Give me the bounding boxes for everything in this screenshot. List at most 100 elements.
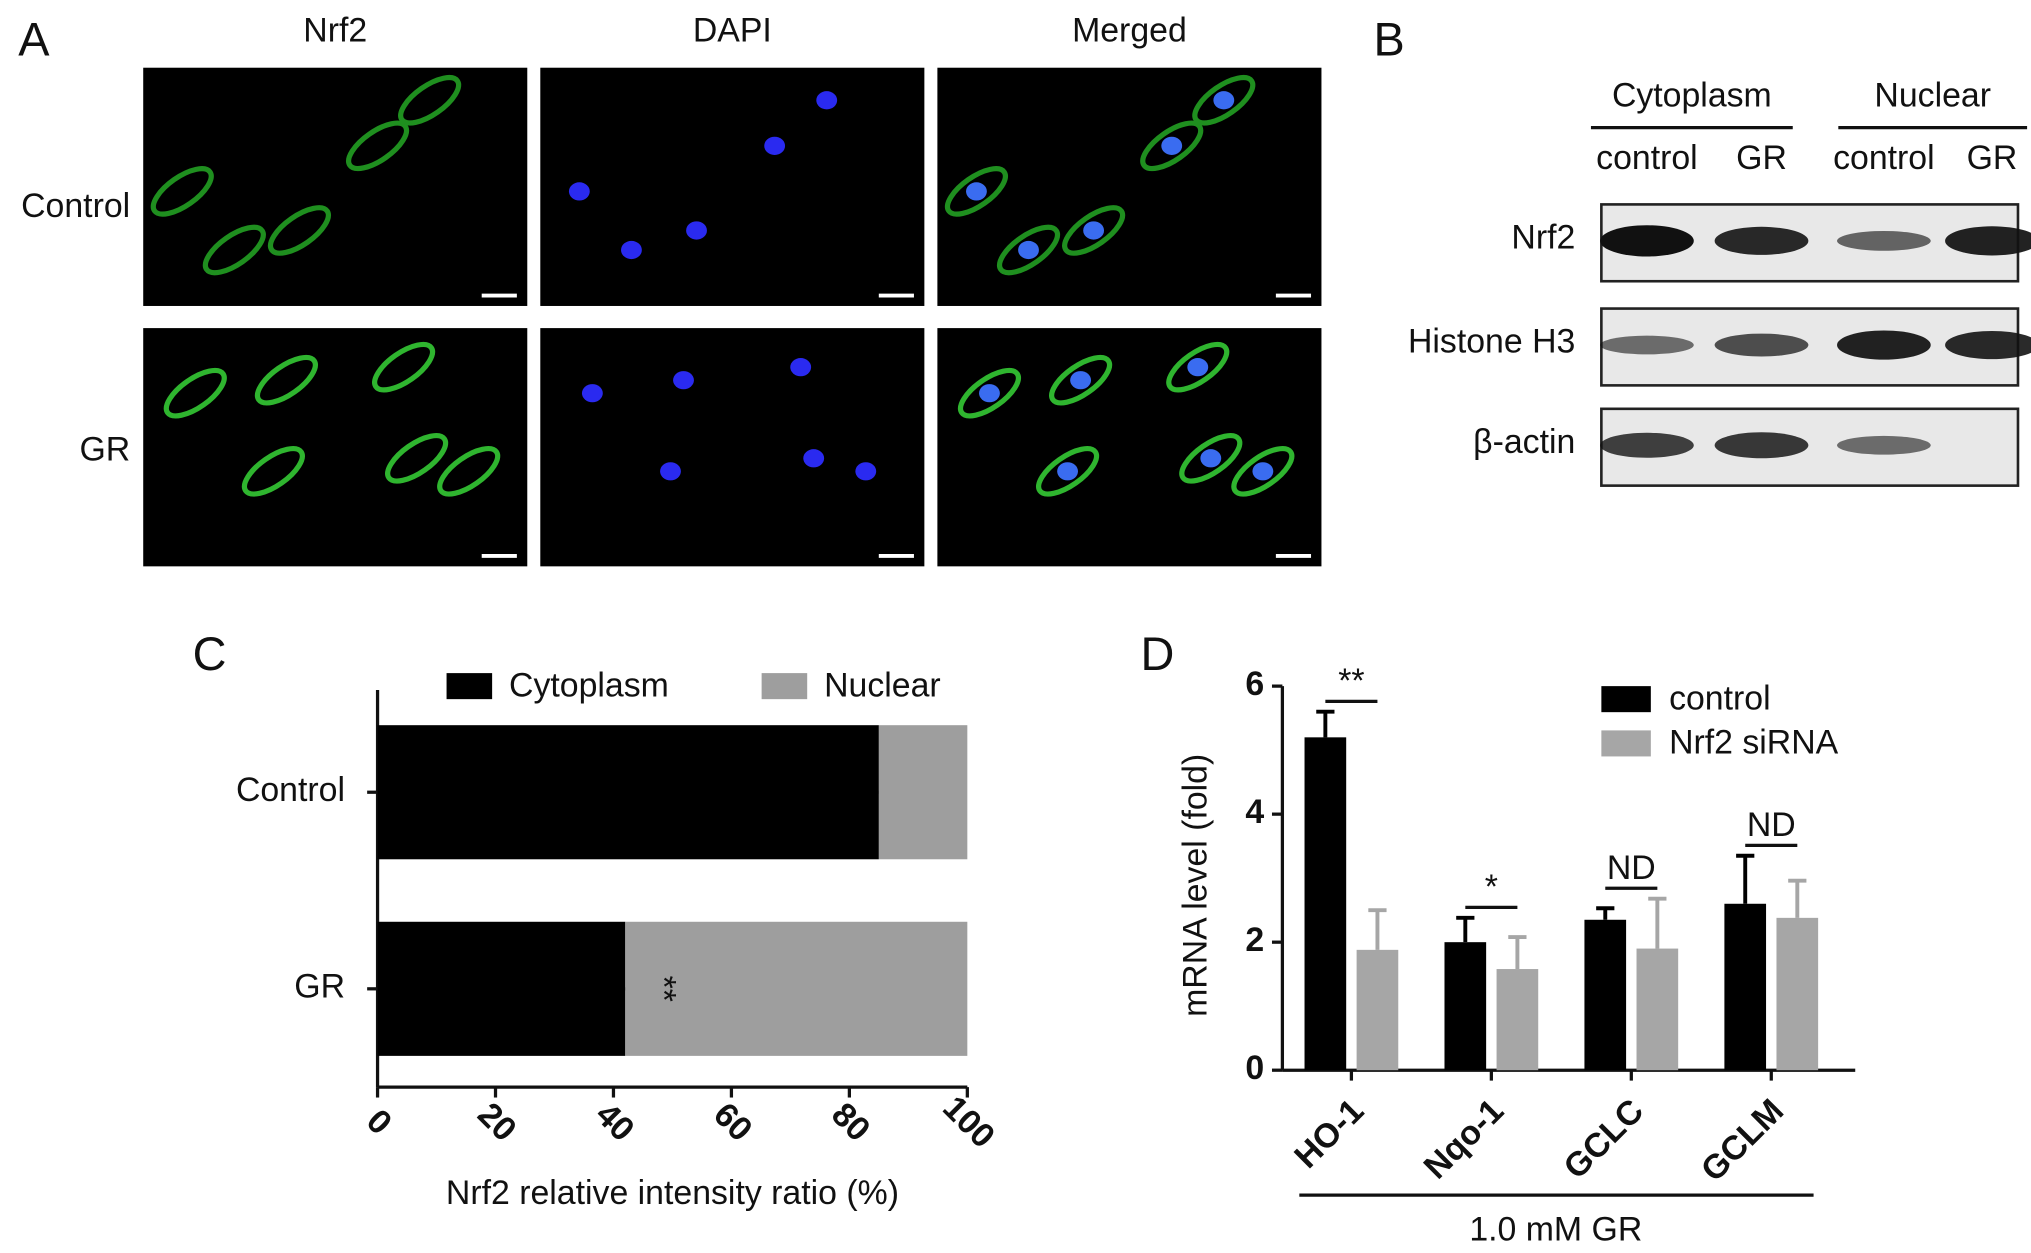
cell xyxy=(254,354,318,406)
error-bar xyxy=(1788,878,1807,918)
legend-swatch xyxy=(1601,686,1651,713)
cell xyxy=(1231,446,1295,497)
nucleus xyxy=(686,221,707,240)
band xyxy=(1600,335,1694,355)
panel-label: D xyxy=(1140,628,1174,680)
cell xyxy=(385,433,449,484)
nucleus xyxy=(803,449,825,468)
legend-swatch xyxy=(446,673,493,700)
group-label: Cytoplasm xyxy=(1612,77,1772,115)
band xyxy=(1837,230,1931,251)
band xyxy=(1600,225,1694,257)
lane-label: control xyxy=(1596,139,1698,177)
nucleus xyxy=(1200,449,1222,468)
error-bar xyxy=(1456,915,1475,943)
nucleus xyxy=(979,384,1000,403)
micrograph xyxy=(143,67,528,306)
x-tick-label: 20 xyxy=(470,1095,523,1148)
legend-swatch xyxy=(761,673,808,700)
nucleus xyxy=(1161,136,1183,155)
cell xyxy=(241,446,305,497)
cell xyxy=(1049,354,1113,406)
legend-label: Nuclear xyxy=(824,666,941,704)
nucleus xyxy=(855,462,877,481)
bar xyxy=(1496,969,1539,1071)
band xyxy=(1945,226,2031,256)
cell xyxy=(163,367,227,419)
bar xyxy=(1356,949,1399,1071)
error-bar xyxy=(1736,853,1755,904)
micrograph xyxy=(143,328,528,567)
panel-label: A xyxy=(18,13,50,65)
x-tick-label: HO-1 xyxy=(1287,1092,1371,1176)
x-tick-label: 100 xyxy=(935,1089,1002,1156)
cell xyxy=(398,74,462,126)
lane-label: GR xyxy=(1736,139,1787,177)
y-tick-label: 2 xyxy=(1245,921,1264,959)
bar xyxy=(1724,903,1767,1071)
cell xyxy=(437,446,501,497)
panel-label: C xyxy=(193,628,227,680)
nucleus xyxy=(660,462,681,481)
band xyxy=(1714,333,1809,357)
cell xyxy=(944,166,1008,217)
y-tick-label: 6 xyxy=(1245,665,1264,703)
y-tick-label: GR xyxy=(294,968,345,1006)
x-tick-label: GCLM xyxy=(1694,1092,1791,1189)
cell xyxy=(1062,205,1126,256)
nucleus xyxy=(790,358,812,377)
band xyxy=(1945,330,2031,360)
nucleus xyxy=(1213,91,1235,110)
bar-segment xyxy=(377,921,626,1056)
micrograph xyxy=(540,328,925,567)
bar-segment xyxy=(878,725,968,860)
significance: ** xyxy=(644,976,682,1002)
x-tick-label: GCLC xyxy=(1556,1092,1651,1187)
cell xyxy=(346,120,410,172)
nucleus xyxy=(816,91,838,110)
band xyxy=(1837,330,1931,360)
bar xyxy=(1304,737,1347,1071)
cell xyxy=(957,367,1021,419)
x-tick-label: 60 xyxy=(706,1095,759,1148)
nucleus xyxy=(621,240,642,260)
cell xyxy=(1166,341,1230,393)
x-tick-label: 40 xyxy=(588,1095,641,1148)
protein-label: Nrf2 xyxy=(1511,219,1575,257)
legend-label: Nrf2 siRNA xyxy=(1669,724,1839,762)
significance: ND xyxy=(1747,806,1796,844)
y-tick-label: Control xyxy=(236,771,345,809)
row-label: Control xyxy=(21,187,130,225)
column-label: Merged xyxy=(1072,12,1187,50)
error-bar xyxy=(1368,908,1387,950)
cell xyxy=(1036,446,1100,497)
x-tick-label: Nqo-1 xyxy=(1416,1092,1511,1187)
x-axis-label: Nrf2 relative intensity ratio (%) xyxy=(446,1174,899,1212)
nucleus xyxy=(581,384,603,403)
cell xyxy=(1140,120,1204,172)
row-label: GR xyxy=(79,431,130,469)
band xyxy=(1714,432,1809,459)
x-tick-label: 0 xyxy=(359,1102,399,1142)
cell xyxy=(202,224,266,276)
y-tick-label: 0 xyxy=(1245,1049,1264,1087)
micrograph xyxy=(540,67,925,306)
y-tick-label: 4 xyxy=(1245,793,1264,831)
nucleus xyxy=(1252,462,1274,481)
legend-swatch xyxy=(1601,730,1651,757)
x-tick-label: 80 xyxy=(824,1095,877,1148)
column-label: DAPI xyxy=(693,12,772,50)
nucleus xyxy=(1057,462,1078,481)
band xyxy=(1837,435,1931,455)
nucleus xyxy=(1187,358,1209,377)
group-label: Nuclear xyxy=(1874,77,1991,115)
panel-label: B xyxy=(1374,13,1405,65)
bar xyxy=(1584,919,1627,1071)
cell xyxy=(1192,74,1256,126)
significance: * xyxy=(1485,868,1498,906)
nucleus xyxy=(1018,240,1039,260)
band xyxy=(1600,432,1694,458)
lane-label: control xyxy=(1833,139,1935,177)
protein-label: Histone H3 xyxy=(1408,323,1575,361)
